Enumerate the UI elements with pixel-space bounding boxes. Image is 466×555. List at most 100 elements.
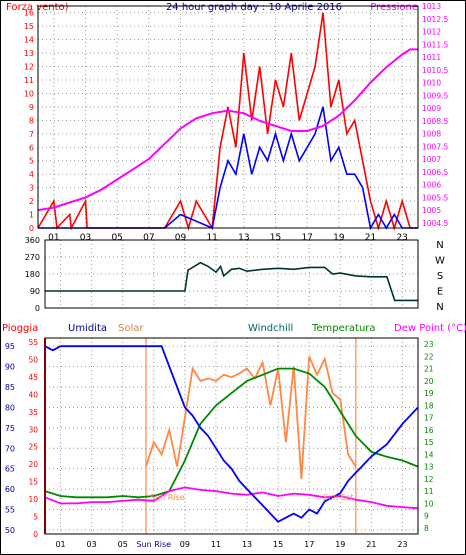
y-right-tick-label: 1009 [422,104,441,113]
x-tick-label: 09 [175,233,187,243]
x-tick-label: 23 [396,233,407,243]
x-tick-label: 17 [301,233,312,243]
y-tick-label: 180 [25,270,40,279]
y-temperature-tick-label: 14 [424,450,434,459]
x-tick-label: 11 [206,233,217,243]
y-left-tick-label: 2 [29,197,34,206]
y-humidity-tick-label: 95 [5,342,15,351]
x-tick-label: Sun Rise [136,540,171,549]
y-rain-tick-label: 5 [33,513,38,522]
y-left-tick-label: 3 [29,184,34,193]
panel1-tick-labels: 01 03 05 07 09 11 13 15 17 19 21 230123456789101112… [24,2,449,243]
compass-label: E [437,287,443,298]
panel1-frame [37,5,419,229]
y-left-tick-label: 11 [24,76,34,85]
x-tick-label: 13 [242,540,252,549]
legend-label: Solar [118,323,144,334]
x-tick-label: 23 [397,540,407,549]
sun-annotation: Sun Set [323,493,354,502]
y-rain-tick-label: 35 [28,408,38,417]
y-right-tick-label: 1004.5 [422,219,448,228]
y-temperature-tick-label: 17 [424,414,434,423]
y-rain-tick-label: 20 [28,460,38,469]
y-humidity-tick-label: 50 [5,526,15,535]
x-tick-label: 01 [55,540,65,549]
y-right-tick-label: 1009.5 [422,91,448,100]
y-humidity-tick-label: 65 [5,465,15,474]
y-left-tick-label: 10 [24,89,34,98]
y-rain-tick-label: 40 [28,390,38,399]
y-temperature-tick-label: 21 [424,365,434,374]
y-left-tick-label: 13 [24,49,34,58]
x-tick-label: 11 [211,540,221,549]
y-rain-tick-label: 45 [28,373,38,382]
y-humidity-tick-label: 55 [5,506,15,515]
y-humidity-tick-label: 80 [5,403,15,412]
y-right-tick-label: 1008 [422,130,441,139]
x-tick-label: 19 [333,233,345,243]
y-right-tick-label: 1010 [422,79,441,88]
y-right-tick-label: 1005 [422,206,441,215]
y-right-tick-label: 1010.5 [422,66,448,75]
panel2-series [45,261,418,302]
y-right-tick-label: 1008.5 [422,117,448,126]
y-right-tick-label: 1012 [422,28,441,37]
y-left-tick-label: 6 [29,143,34,152]
x-tick-label: 17 [304,540,314,549]
wind-series-line [38,106,418,231]
y-temperature-tick-label: 23 [424,340,434,349]
x-tick-label: 15 [270,233,281,243]
y-left-tick-label: 15 [24,22,34,31]
y-left-tick-label: 16 [24,9,34,18]
y-tick-label: 270 [25,253,40,262]
y-humidity-tick-label: 85 [5,383,15,392]
y-temperature-tick-label: 16 [424,426,434,435]
y-humidity-tick-label: 60 [5,485,15,494]
x-tick-label: 03 [87,540,97,549]
y-left-tick-label: 4 [29,170,34,179]
y-tick-label: 360 [25,236,40,245]
x-tick-label: 13 [238,233,249,243]
panel3-frame [44,337,419,535]
y-temperature-tick-label: 18 [424,401,434,410]
y-right-tick-label: 1007.5 [422,142,448,151]
dewpoint-series-line [44,486,419,510]
y-rain-tick-label: 10 [28,495,38,504]
compass-label: W [435,256,445,267]
y-rain-tick-label: 0 [33,530,38,539]
compass-label: S [437,271,443,282]
y-left-tick-label: 5 [29,157,34,166]
y-rain-tick-label: 50 [28,355,38,364]
panel3-legend: Pioggia Umidita Solar Windchill Temperatura D… [2,323,466,334]
x-tick-label: 21 [366,540,376,549]
panel3-tick-labels: 01 03 05 Sun Rise 09 11 13 15 17 19 21 235055606570… [5,338,434,549]
legend-label: Temperatura [311,323,376,334]
panel2-grid [45,239,418,309]
x-tick-label: 07 [143,233,154,243]
compass-label: N [436,240,443,251]
y-left-tick-label: 0 [29,224,34,233]
pressure-axis-label: Pressione [370,2,418,13]
y-tick-label: 0 [35,304,40,313]
y-right-tick-label: 1011.5 [422,40,448,49]
y-right-tick-label: 1012.5 [422,15,448,24]
y-temperature-tick-label: 8 [424,524,429,533]
humidity-series-line [44,345,419,523]
y-left-tick-label: 7 [29,130,34,139]
y-humidity-tick-label: 75 [5,424,15,433]
y-rain-tick-label: 30 [28,425,38,434]
x-tick-label: 05 [118,540,128,549]
wind-speed-axis-label: Forza vento) [6,2,69,13]
y-tick-label: 90 [30,287,40,296]
y-left-tick-label: 8 [29,116,34,125]
temperature-series-line [44,367,419,499]
y-humidity-tick-label: 70 [5,444,15,453]
y-right-tick-label: 1005.5 [422,193,448,202]
y-left-tick-label: 14 [24,36,34,45]
y-humidity-tick-label: 90 [5,363,15,372]
panel2-frame [44,239,419,309]
panel3-series [44,338,419,534]
y-temperature-tick-label: 9 [424,512,429,521]
